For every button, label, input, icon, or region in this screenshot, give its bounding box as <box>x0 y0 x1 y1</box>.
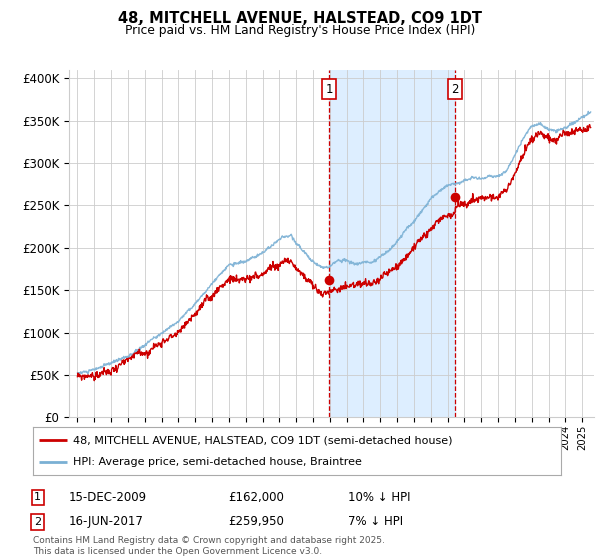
Text: Price paid vs. HM Land Registry's House Price Index (HPI): Price paid vs. HM Land Registry's House … <box>125 24 475 36</box>
Text: 1: 1 <box>325 82 333 96</box>
Text: 1: 1 <box>34 492 41 502</box>
Text: 48, MITCHELL AVENUE, HALSTEAD, CO9 1DT (semi-detached house): 48, MITCHELL AVENUE, HALSTEAD, CO9 1DT (… <box>73 435 452 445</box>
Text: 15-DEC-2009: 15-DEC-2009 <box>69 491 147 504</box>
Text: 7% ↓ HPI: 7% ↓ HPI <box>348 515 403 529</box>
Text: £259,950: £259,950 <box>228 515 284 529</box>
Bar <box>329 70 455 417</box>
Text: 10% ↓ HPI: 10% ↓ HPI <box>348 491 410 504</box>
Text: 48, MITCHELL AVENUE, HALSTEAD, CO9 1DT: 48, MITCHELL AVENUE, HALSTEAD, CO9 1DT <box>118 11 482 26</box>
Text: 16-JUN-2017: 16-JUN-2017 <box>69 515 144 529</box>
Text: Contains HM Land Registry data © Crown copyright and database right 2025.
This d: Contains HM Land Registry data © Crown c… <box>33 536 385 556</box>
Text: 2: 2 <box>452 82 459 96</box>
Text: 2: 2 <box>34 517 41 527</box>
Text: £162,000: £162,000 <box>228 491 284 504</box>
Text: HPI: Average price, semi-detached house, Braintree: HPI: Average price, semi-detached house,… <box>73 457 361 467</box>
